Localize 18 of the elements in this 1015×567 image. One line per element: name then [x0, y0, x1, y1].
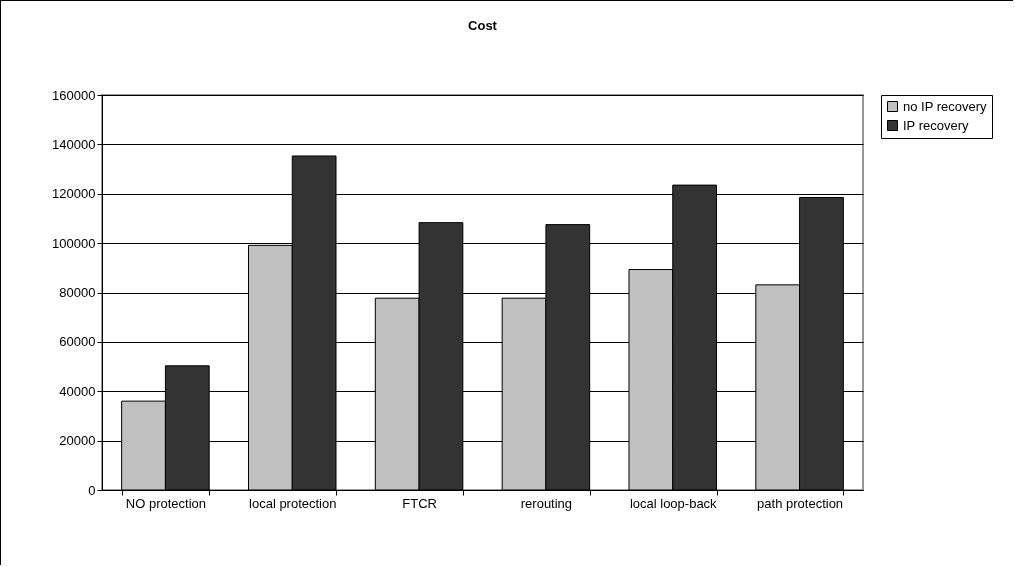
x-tick-label: NO protection	[125, 495, 207, 511]
y-tick-label: 80000	[59, 285, 96, 300]
y-tick-label: 100000	[52, 235, 96, 251]
legend-label: IP recovery	[903, 117, 970, 133]
y-tick-label: 20000	[59, 433, 96, 449]
chart-title: Cost	[468, 18, 498, 33]
x-tick-label: rerouting	[520, 495, 573, 511]
y-tick-label: 60000	[59, 334, 96, 350]
x-tick-label: path protection	[757, 495, 844, 511]
y-tick-label: 0	[88, 482, 96, 498]
x-tick-label: local loop-back	[629, 495, 718, 511]
y-tick-label: 120000	[52, 186, 96, 202]
x-tick-label: local protection	[249, 495, 337, 511]
y-tick-label: 140000	[52, 136, 96, 152]
x-tick-label: FTCR	[402, 495, 437, 511]
legend-label: no IP recovery	[903, 98, 988, 114]
y-tick-label: 40000	[59, 383, 96, 399]
y-tick-label: 160000	[52, 87, 96, 103]
